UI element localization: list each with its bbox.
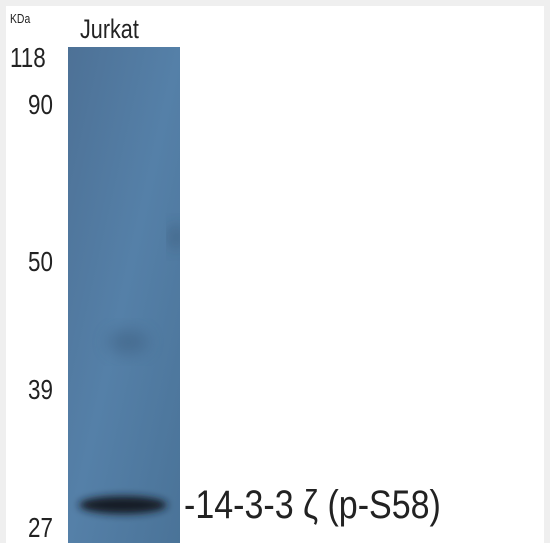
- smear: [171, 225, 180, 249]
- marker-label: 39: [28, 374, 53, 405]
- membrane: [68, 47, 180, 543]
- marker-label: 50: [28, 246, 53, 277]
- band-label: -14-3-3 ζ (p-S58): [184, 483, 441, 527]
- lane-label: Jurkat: [80, 14, 139, 44]
- marker-label: 27: [28, 512, 53, 543]
- unit-label: KDa: [10, 11, 31, 26]
- band: [79, 496, 167, 514]
- marker-label: 90: [28, 89, 53, 120]
- smear: [108, 330, 148, 354]
- blot-lane: [68, 47, 180, 543]
- marker-label: 118: [10, 42, 46, 73]
